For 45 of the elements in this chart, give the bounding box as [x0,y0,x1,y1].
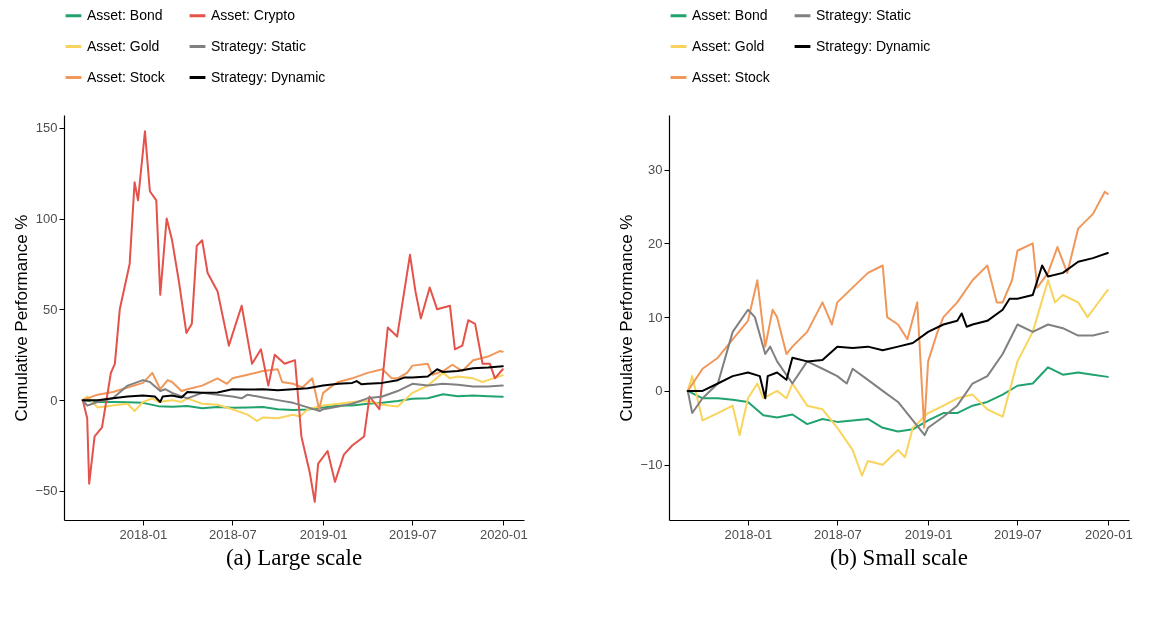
legend-label: Asset: Gold [87,37,160,54]
y-tick-label: 20 [648,235,663,251]
y-tick-label: −10 [640,457,663,473]
line-series [81,365,504,403]
legend-label: Asset: Stock [87,68,166,85]
y-axis-title: Cumulative Performance % [12,214,32,422]
y-tick-label: 30 [648,162,663,178]
y-tick-label: 50 [43,301,58,317]
line-series [81,130,504,503]
x-tick-label: 2019-01 [904,526,953,542]
y-tick-label: 0 [50,392,58,408]
legend-label: Asset: Bond [87,6,163,23]
legend-label: Strategy: Dynamic [211,68,326,85]
line-series [686,366,1109,433]
legend-label: Asset: Gold [692,37,765,54]
x-tick-label: 2020-01 [1084,526,1133,542]
x-tick-label: 2020-01 [479,526,528,542]
x-tick-label: 2018-07 [208,526,257,542]
x-tick-label: 2019-01 [299,526,348,542]
line-series [686,308,1109,437]
line-series [81,379,504,413]
line-series [81,350,504,411]
legend-label: Asset: Stock [692,68,771,85]
legend-label: Asset: Bond [692,6,768,23]
x-tick-label: 2019-07 [389,526,437,542]
text: (a) Large scale [225,545,363,570]
y-axis-title: Cumulative Performance % [617,214,637,422]
line-series [686,190,1109,429]
x-tick-label: 2018-01 [119,526,168,542]
legend-label: Strategy: Static [816,6,911,23]
line-series [686,251,1109,400]
x-tick-label: 2018-01 [724,526,773,542]
y-tick-label: 0 [655,383,663,399]
line-series [81,371,504,423]
legend-label: Asset: Crypto [211,6,296,23]
line-series [686,279,1109,477]
y-tick-label: 10 [648,309,663,325]
text: (b) Small scale [830,545,968,570]
y-tick-label: −50 [35,483,58,499]
x-tick-label: 2018-07 [813,526,862,542]
legend-label: Strategy: Static [211,37,306,54]
legend-label: Strategy: Dynamic [816,37,931,54]
x-tick-label: 2019-07 [994,526,1042,542]
y-tick-label: 100 [35,211,58,227]
y-tick-label: 150 [35,120,58,136]
